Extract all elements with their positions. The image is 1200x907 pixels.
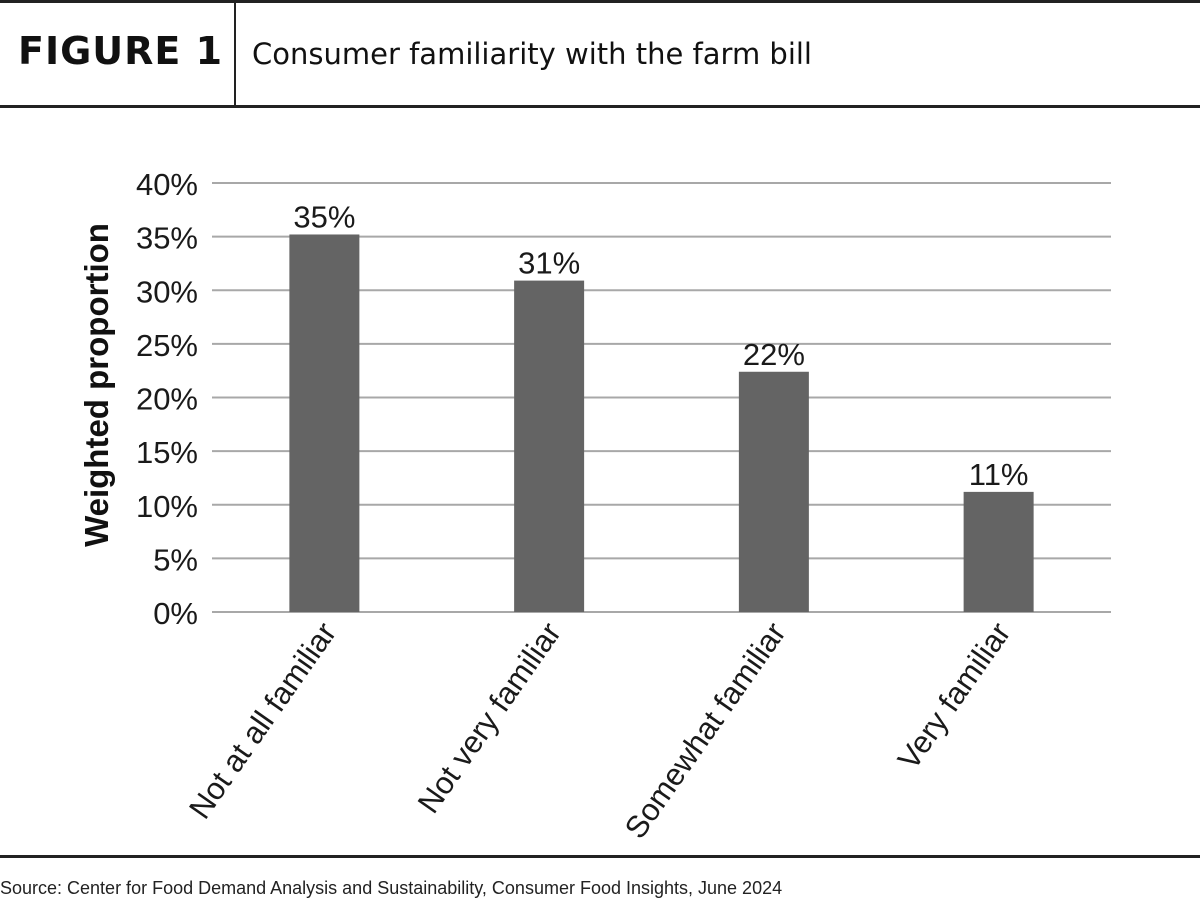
x-tick-label: Not at all familiar [182, 616, 343, 825]
y-tick-label: 20% [136, 382, 198, 417]
y-tick-label: 30% [136, 274, 198, 309]
bar [514, 280, 585, 612]
data-label: 35% [293, 199, 355, 234]
source-note: Source: Center for Food Demand Analysis … [0, 878, 783, 898]
bar [289, 234, 360, 613]
y-tick-label: 35% [136, 221, 198, 256]
header-divider [234, 3, 236, 105]
bar [738, 371, 809, 612]
figure-title: Consumer familiarity with the farm bill [252, 37, 812, 71]
y-tick-label: 25% [136, 328, 198, 363]
bar-chart: 0% 5% 10% 15% 20% 25% 30% 35% 40% 35% 31% 22% 11% N… [78, 167, 1111, 845]
y-tick-label: 5% [153, 542, 198, 577]
y-tick-label: 10% [136, 489, 198, 524]
x-tick-label: Not very familiar [411, 616, 568, 820]
x-axis-ticks: Not at all familiar Not very familiar Some… [182, 616, 1017, 845]
y-tick-label: 15% [136, 435, 198, 470]
y-axis-ticks: 0% 5% 10% 15% 20% 25% 30% 35% 40% [136, 167, 198, 631]
figure-label: FIGURE 1 [18, 29, 224, 73]
bar [963, 491, 1034, 612]
data-label: 11% [969, 457, 1029, 492]
gridlines [212, 182, 1111, 613]
data-label: 31% [518, 246, 580, 281]
x-tick-label: Somewhat familiar [618, 616, 793, 845]
y-axis-label: Weighted proportion [78, 223, 115, 547]
y-tick-label: 0% [153, 596, 198, 631]
top-rule [0, 0, 1200, 3]
y-tick-label: 40% [136, 167, 198, 202]
data-labels: 35% 31% 22% 11% [293, 199, 1028, 491]
header-rule [0, 105, 1200, 108]
bars [289, 234, 1034, 613]
bottom-rule [0, 855, 1200, 858]
x-tick-label: Very familiar [891, 616, 1017, 776]
data-label: 22% [743, 337, 805, 372]
